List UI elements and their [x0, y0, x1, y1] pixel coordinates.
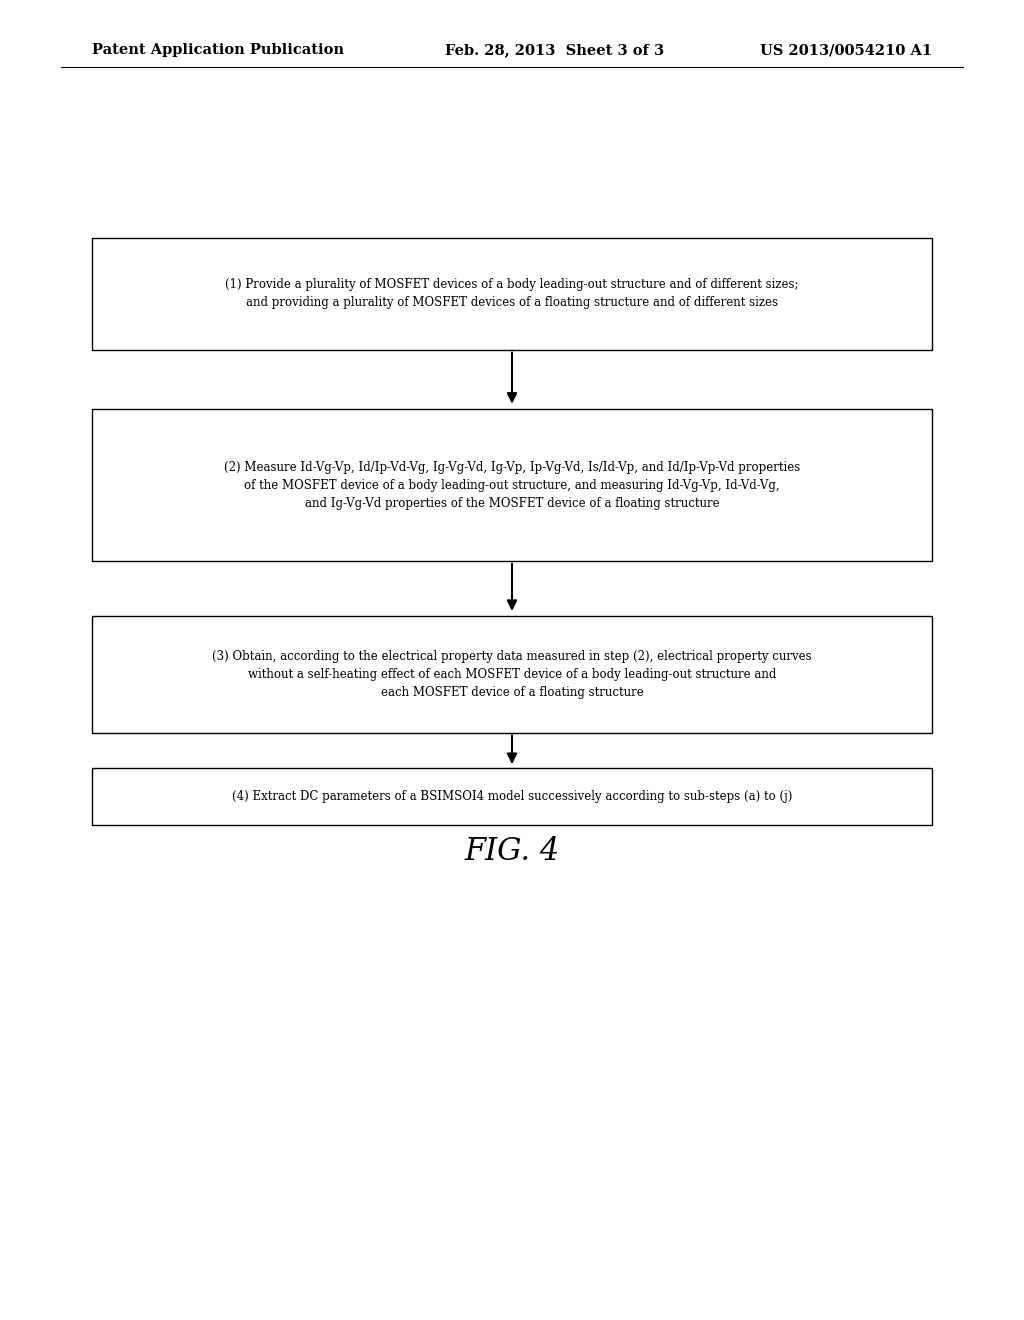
- Text: (4) Extract DC parameters of a BSIMSOI4 model successively according to sub-step: (4) Extract DC parameters of a BSIMSOI4 …: [231, 791, 793, 803]
- FancyBboxPatch shape: [92, 238, 932, 350]
- Text: (3) Obtain, according to the electrical property data measured in step (2), elec: (3) Obtain, according to the electrical …: [212, 649, 812, 700]
- FancyBboxPatch shape: [92, 616, 932, 733]
- FancyBboxPatch shape: [92, 768, 932, 825]
- Text: FIG. 4: FIG. 4: [464, 836, 560, 867]
- Text: (2) Measure Id-Vg-Vp, Id/Ip-Vd-Vg, Ig-Vg-Vd, Ig-Vp, Ip-Vg-Vd, Is/Id-Vp, and Id/I: (2) Measure Id-Vg-Vp, Id/Ip-Vd-Vg, Ig-Vg…: [224, 461, 800, 510]
- Text: Patent Application Publication: Patent Application Publication: [92, 44, 344, 57]
- Text: (1) Provide a plurality of MOSFET devices of a body leading-out structure and of: (1) Provide a plurality of MOSFET device…: [225, 279, 799, 309]
- FancyBboxPatch shape: [92, 409, 932, 561]
- Text: Feb. 28, 2013  Sheet 3 of 3: Feb. 28, 2013 Sheet 3 of 3: [445, 44, 665, 57]
- Text: US 2013/0054210 A1: US 2013/0054210 A1: [760, 44, 932, 57]
